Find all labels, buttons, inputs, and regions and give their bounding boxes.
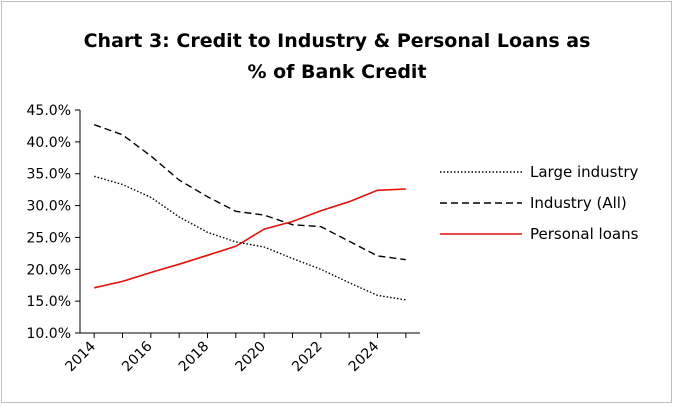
y-tick-label: 40.0% <box>27 135 71 151</box>
x-tick-label: 2020 <box>232 339 269 376</box>
chart-title-line-2: % of Bank Credit <box>247 61 426 83</box>
series-line-industry-all <box>93 124 406 261</box>
y-tick-label: 35.0% <box>27 167 71 183</box>
legend-label: Personal loans <box>530 225 639 243</box>
series-line-personal-loans <box>94 188 406 289</box>
legend-label: Large industry <box>530 163 639 181</box>
chart-title-line-1: Chart 3: Credit to Industry & Personal L… <box>84 30 591 52</box>
x-tick-label: 2014 <box>62 338 99 375</box>
legend-label: Industry (All) <box>530 194 627 212</box>
y-tick-label: 15.0% <box>27 294 71 310</box>
plot-lines <box>93 124 406 301</box>
x-tick-label: 2024 <box>346 338 383 375</box>
y-axis-ticks: 45.0% 40.0% 35.0% 30.0% 25.0% 20.0% 15.0% 10.0% <box>27 103 80 342</box>
x-axis-ticks: 2014 2016 2018 2020 2022 2024 <box>62 333 407 376</box>
y-tick-label: 30.0% <box>27 199 71 215</box>
y-tick-label: 20.0% <box>27 262 71 278</box>
y-tick-label: 25.0% <box>27 230 71 246</box>
legend: Large industry Industry (All) Personal loa… <box>440 163 639 243</box>
y-tick-label: 45.0% <box>27 103 71 119</box>
axes <box>79 110 420 334</box>
x-tick-label: 2016 <box>119 338 156 375</box>
x-tick-label: 2022 <box>289 339 326 376</box>
x-tick-label: 2018 <box>176 339 213 376</box>
y-tick-label: 10.0% <box>27 326 71 342</box>
series-line-large-industry <box>94 175 406 301</box>
